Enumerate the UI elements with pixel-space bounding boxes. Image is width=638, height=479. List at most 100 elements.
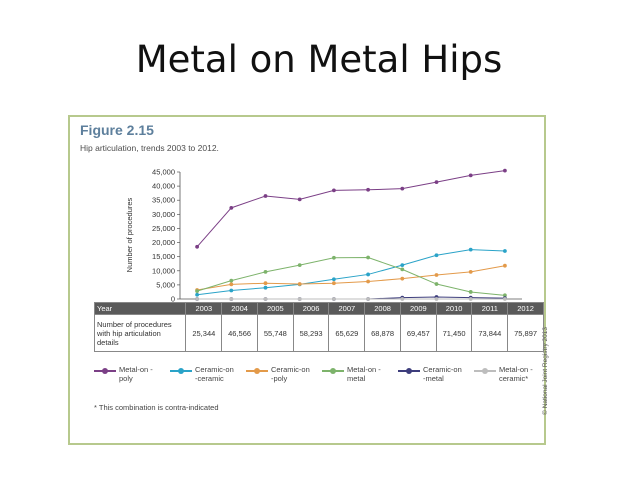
- data-point: [263, 297, 268, 301]
- data-point: [503, 297, 507, 301]
- data-point: [332, 277, 336, 282]
- figure-panel: Figure 2.15 Hip articulation, trends 200…: [68, 115, 549, 445]
- data-point: [229, 282, 234, 287]
- data-point: [229, 297, 234, 301]
- table-header-label: Year: [93, 302, 187, 315]
- legend-label: Ceramic-on -poly: [271, 365, 310, 383]
- y-tick-label: 40,000: [152, 182, 175, 191]
- legend-item: Ceramic-on -poly: [246, 365, 313, 383]
- legend-label: Metal-on -ceramic*: [499, 365, 533, 383]
- data-point: [195, 244, 199, 249]
- data-point: [434, 282, 439, 286]
- series-line-3: [196, 257, 505, 296]
- y-tick-label: 10,000: [152, 266, 175, 275]
- value-cell: 71,450: [435, 314, 473, 352]
- y-tick-label: 0: [171, 295, 175, 304]
- legend-item: Metal-on -metal: [322, 365, 389, 383]
- data-point: [503, 293, 507, 298]
- data-point: [468, 290, 473, 294]
- data-point: [366, 187, 370, 192]
- y-axis-label: Number of procedures: [125, 197, 134, 272]
- data-point: [366, 297, 370, 301]
- value-cell: 55,748: [256, 314, 294, 352]
- table-row-label: Number of procedures with hip articulati…: [93, 314, 187, 352]
- data-point: [195, 297, 199, 301]
- year-cell: 2003: [185, 302, 223, 315]
- data-point: [332, 297, 336, 301]
- legend-swatch: [94, 367, 116, 375]
- legend-swatch: [246, 367, 268, 375]
- data-point: [503, 263, 507, 268]
- year-cell: 2011: [471, 302, 509, 315]
- value-cell: 58,293: [292, 314, 330, 352]
- data-point: [434, 297, 439, 301]
- year-cell: 2009: [399, 302, 437, 315]
- data-point: [400, 186, 405, 191]
- value-cell: 46,566: [221, 314, 258, 352]
- data-point: [366, 272, 370, 277]
- data-point: [297, 282, 302, 286]
- procedures-table: Year 2003 2004 2005 2006 2007 2008 2009 2010 201…: [93, 302, 544, 352]
- data-point: [468, 173, 473, 178]
- data-point: [332, 255, 336, 260]
- y-tick-label: 5,000: [156, 280, 175, 289]
- year-cell: 2010: [435, 302, 473, 315]
- data-point: [195, 289, 199, 293]
- value-cell: 25,344: [185, 314, 223, 352]
- legend-swatch: [398, 367, 420, 375]
- year-cell: 2007: [328, 302, 366, 315]
- series-line-0: [196, 170, 505, 248]
- y-tick-label: 35,000: [152, 196, 175, 205]
- y-tick-label: 15,000: [152, 252, 175, 261]
- y-tick-label: 45,000: [152, 168, 175, 177]
- chart-legend: Metal-on -poly Ceramic-on -ceramic Ceramic…: [94, 365, 544, 395]
- slide-title: Metal on Metal Hips: [135, 38, 503, 81]
- data-point: [400, 276, 405, 281]
- value-cell: 68,878: [364, 314, 401, 352]
- data-point: [229, 288, 234, 293]
- data-point: [263, 285, 268, 290]
- legend-item: Metal-on -ceramic*: [474, 365, 541, 383]
- table-row: Number of procedures with hip articulati…: [93, 314, 544, 352]
- data-point: [468, 297, 473, 301]
- y-tick-label: 25,000: [152, 224, 175, 233]
- data-point: [400, 297, 405, 301]
- value-cell: 75,897: [507, 314, 544, 352]
- value-cell: 73,844: [471, 314, 509, 352]
- legend-swatch: [474, 367, 496, 375]
- data-point: [195, 292, 199, 297]
- data-point: [263, 194, 268, 198]
- legend-item: Ceramic-on -ceramic: [170, 365, 237, 383]
- data-point: [229, 205, 234, 210]
- data-point: [229, 278, 234, 283]
- data-point: [263, 281, 268, 286]
- legend-swatch: [170, 367, 192, 375]
- year-cell: 2004: [221, 302, 258, 315]
- series-layer: [195, 168, 507, 301]
- data-point: [434, 180, 439, 185]
- data-point: [366, 279, 370, 284]
- data-point: [400, 263, 405, 268]
- footnote: * This combination is contra-indicated: [94, 403, 219, 412]
- data-point: [297, 197, 302, 202]
- figure-subtitle: Hip articulation, trends 2003 to 2012.: [80, 143, 219, 153]
- legend-item: Metal-on -poly: [94, 365, 161, 383]
- data-point: [366, 255, 370, 260]
- table-header-row: Year 2003 2004 2005 2006 2007 2008 2009 2010 201…: [93, 302, 544, 315]
- data-point: [503, 168, 507, 173]
- value-cell: 69,457: [399, 314, 437, 352]
- series-line-1: [197, 249, 505, 296]
- data-point: [503, 249, 507, 253]
- data-point: [332, 281, 336, 286]
- data-point: [332, 188, 336, 193]
- year-cell: 2006: [292, 302, 330, 315]
- data-point: [468, 247, 473, 252]
- y-tick-label: 20,000: [152, 238, 175, 247]
- value-cell: 65,629: [328, 314, 366, 352]
- figure-label: Figure 2.15: [80, 122, 154, 138]
- legend-label: Ceramic-on -ceramic: [195, 365, 234, 383]
- data-point: [297, 297, 302, 301]
- legend-label: Metal-on -metal: [347, 365, 381, 383]
- legend-label: Metal-on -poly: [119, 365, 153, 383]
- data-point: [434, 273, 439, 277]
